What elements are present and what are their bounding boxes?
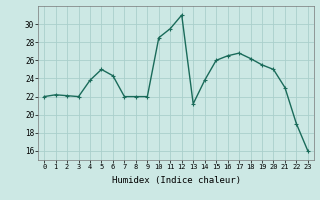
X-axis label: Humidex (Indice chaleur): Humidex (Indice chaleur) (111, 176, 241, 185)
